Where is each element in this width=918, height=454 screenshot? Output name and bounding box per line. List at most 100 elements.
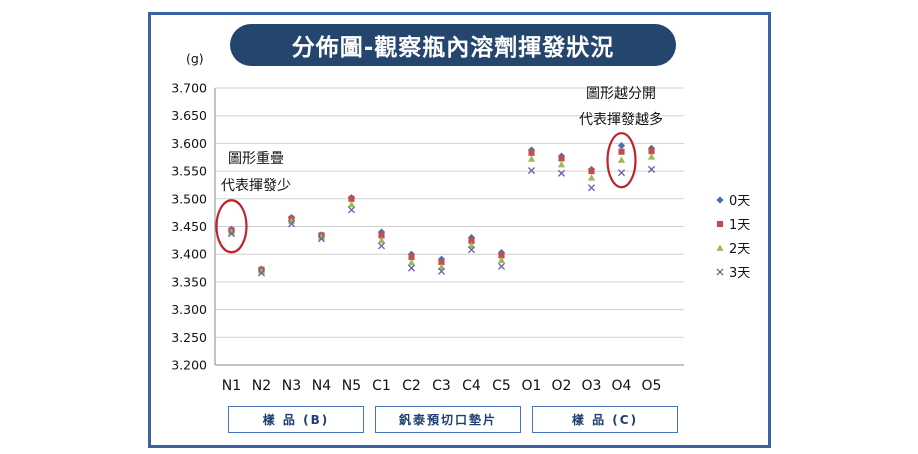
triangle-marker bbox=[227, 228, 236, 235]
x-marker bbox=[587, 184, 596, 192]
square-marker bbox=[348, 195, 355, 202]
annotation-text: 代表揮發越多 bbox=[579, 111, 663, 128]
y-tick-label: 3.350 bbox=[171, 274, 207, 289]
triangle-marker bbox=[617, 156, 626, 163]
square-marker bbox=[716, 220, 724, 228]
x-marker bbox=[497, 262, 506, 270]
legend-label: 1天 bbox=[729, 218, 750, 233]
x-marker bbox=[557, 169, 566, 177]
legend-item-1天: 1天 bbox=[716, 218, 750, 233]
x-tick-label: O5 bbox=[642, 378, 662, 394]
group-label-b: 樣 品 (B) bbox=[228, 406, 364, 433]
legend-item-3天: 3天 bbox=[716, 266, 750, 281]
triangle-marker bbox=[257, 267, 266, 275]
triangle-marker bbox=[407, 258, 416, 266]
annotation-text: 圖形重疊 bbox=[228, 151, 284, 167]
data-point-3天-N1 bbox=[227, 230, 236, 238]
data-point-3天-N3 bbox=[287, 220, 296, 228]
chart-title: 分佈圖-觀察瓶內溶劑揮發狀況 bbox=[230, 24, 676, 66]
x-tick-label: O1 bbox=[522, 378, 542, 394]
x-marker bbox=[347, 206, 356, 214]
data-point-3天-N4 bbox=[317, 235, 326, 243]
y-tick-label: 3.500 bbox=[171, 191, 207, 206]
triangle-marker bbox=[716, 244, 724, 251]
legend: 0天 1天 2天 3天 bbox=[716, 194, 750, 281]
triangle-marker bbox=[437, 263, 446, 270]
data-points bbox=[227, 142, 656, 277]
data-point-3天-O1 bbox=[527, 167, 536, 175]
square-marker bbox=[498, 252, 505, 259]
x-marker bbox=[527, 167, 536, 175]
triangle-marker bbox=[527, 155, 536, 162]
group-label-tiemao: 釩泰預切口墊片 bbox=[375, 406, 521, 433]
x-marker bbox=[317, 235, 326, 243]
data-point-2天-O3 bbox=[587, 174, 596, 181]
x-marker bbox=[257, 269, 266, 277]
triangle-marker bbox=[497, 256, 506, 264]
data-point-1天-N5 bbox=[348, 195, 355, 202]
x-marker bbox=[437, 267, 446, 275]
y-tick-label: 3.300 bbox=[171, 302, 207, 317]
x-tick-label: C1 bbox=[372, 378, 391, 394]
x-tick-label: N2 bbox=[252, 378, 271, 394]
triangle-marker bbox=[587, 174, 596, 181]
data-point-1天-O1 bbox=[528, 149, 535, 156]
x-tick-label: N1 bbox=[222, 378, 241, 394]
legend-label: 0天 bbox=[729, 194, 750, 209]
data-point-1天-C4 bbox=[468, 237, 475, 244]
x-marker bbox=[377, 242, 386, 250]
data-point-2天-C4 bbox=[467, 241, 476, 249]
square-marker bbox=[528, 149, 535, 156]
y-tick-label: 3.700 bbox=[171, 81, 207, 96]
data-point-3天-O2 bbox=[557, 169, 566, 177]
data-point-2天-O4 bbox=[617, 156, 626, 163]
data-point-1天-O3 bbox=[588, 168, 595, 175]
data-point-2天-C3 bbox=[437, 263, 446, 270]
x-marker bbox=[716, 268, 724, 276]
gridlines bbox=[214, 87, 684, 366]
y-tick-label: 3.400 bbox=[171, 247, 207, 262]
data-point-2天-C1 bbox=[377, 236, 386, 244]
group-label-c: 樣 品 (C) bbox=[532, 406, 678, 433]
data-point-1天-C1 bbox=[378, 232, 385, 239]
data-point-1天-C2 bbox=[408, 253, 415, 261]
data-point-2天-N5 bbox=[347, 200, 356, 208]
data-point-3天-C1 bbox=[377, 242, 386, 250]
data-point-2天-C5 bbox=[497, 256, 506, 264]
x-tick-label: C2 bbox=[402, 378, 421, 394]
data-point-1天-C3 bbox=[438, 258, 445, 266]
data-point-3天-N2 bbox=[257, 269, 266, 277]
triangle-marker bbox=[557, 160, 566, 168]
annotation-circle bbox=[215, 199, 248, 254]
y-tick-label: 3.200 bbox=[171, 358, 207, 373]
y-tick-label: 3.600 bbox=[171, 136, 207, 151]
annotation-text: 圖形越分開 bbox=[586, 86, 656, 102]
annotation-circle bbox=[606, 132, 637, 189]
x-tick-label: O4 bbox=[612, 378, 632, 394]
triangle-marker bbox=[467, 241, 476, 249]
x-tick-label: N5 bbox=[342, 378, 361, 394]
y-tick-label: 3.650 bbox=[171, 108, 207, 123]
x-tick-label: N4 bbox=[312, 378, 331, 394]
square-marker bbox=[588, 168, 595, 175]
data-point-3天-N5 bbox=[347, 206, 356, 214]
x-tick-label: C5 bbox=[492, 378, 511, 394]
data-point-1天-O5 bbox=[648, 148, 655, 155]
triangle-marker bbox=[347, 200, 356, 208]
y-tick-label: 3.550 bbox=[171, 164, 207, 179]
x-marker bbox=[467, 246, 476, 254]
diamond-marker bbox=[617, 142, 626, 150]
legend-item-2天: 2天 bbox=[716, 242, 750, 257]
data-point-2天-O5 bbox=[647, 153, 656, 160]
y-axis-unit: (g) bbox=[186, 51, 204, 66]
x-marker bbox=[407, 264, 416, 272]
square-marker bbox=[618, 148, 625, 155]
data-point-3天-C2 bbox=[407, 264, 416, 272]
x-tick-label: O2 bbox=[552, 378, 572, 394]
x-tick-label: C3 bbox=[432, 378, 451, 394]
x-marker bbox=[617, 169, 626, 177]
square-marker bbox=[648, 148, 655, 155]
data-point-2天-N2 bbox=[257, 267, 266, 275]
